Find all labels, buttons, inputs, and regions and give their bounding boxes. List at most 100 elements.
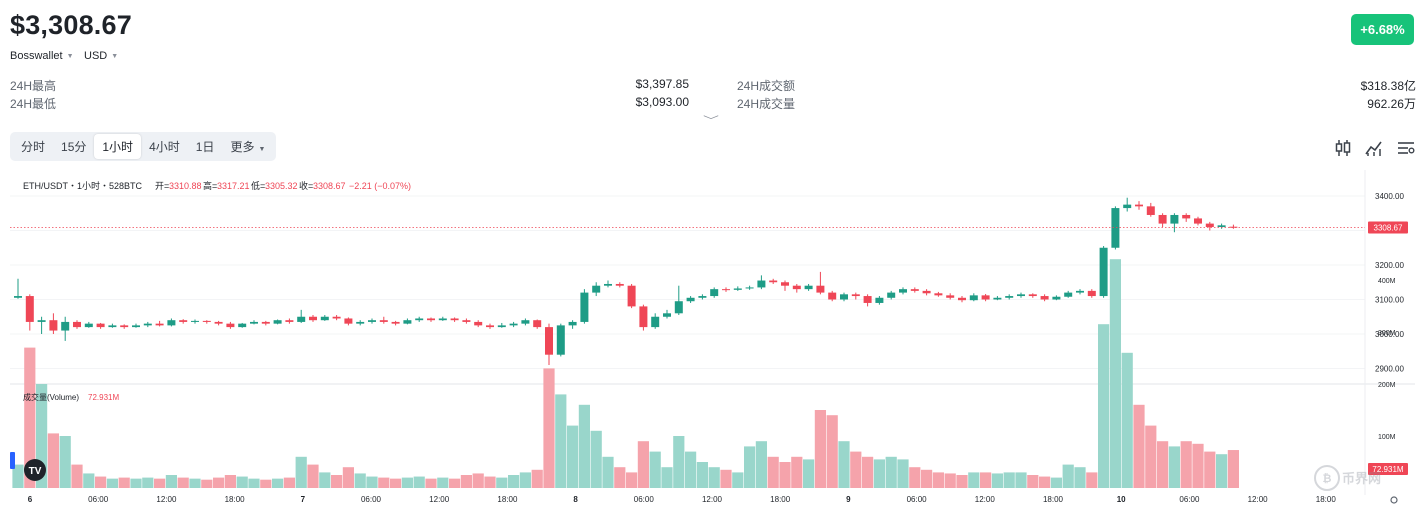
price-chart[interactable]: 3400.003300.003200.003100.003000.002900.… xyxy=(0,170,1422,505)
candle-body xyxy=(132,325,140,328)
volume-bar xyxy=(130,478,142,488)
volume-bar xyxy=(1204,451,1216,488)
time-axis-label: 12:00 xyxy=(702,495,723,504)
volume-bar xyxy=(543,368,555,488)
time-axis-label: 18:00 xyxy=(225,495,246,504)
volume-bar xyxy=(696,462,708,488)
volume-bar xyxy=(95,476,107,488)
candle-body xyxy=(710,289,719,297)
stat-value-turnover: $318.38亿 xyxy=(1360,79,1416,93)
candle-body xyxy=(875,297,884,303)
symbol-label: ETH/USDT・1小时・528BTC xyxy=(23,180,143,191)
volume-tag-bg xyxy=(1368,463,1408,475)
time-axis-label: 06:00 xyxy=(634,495,655,504)
volume-bar xyxy=(189,478,201,488)
volume-tag: 72.931M xyxy=(1368,463,1408,475)
volume-bar xyxy=(106,478,118,488)
candle-body xyxy=(427,318,435,321)
open-value: 3310.88 xyxy=(169,181,202,191)
stat-label-high: 24H最高 xyxy=(10,79,57,93)
volume-bar xyxy=(142,477,154,488)
candle-body xyxy=(73,321,81,328)
candle-body xyxy=(568,321,577,326)
volume-bar xyxy=(449,478,461,488)
volume-bar xyxy=(602,456,614,488)
chevron-down-icon: ▼ xyxy=(66,52,74,60)
candle-body xyxy=(309,316,317,321)
gear-icon[interactable] xyxy=(1390,496,1398,504)
candle-body xyxy=(769,280,778,283)
tab-1d[interactable]: 1日 xyxy=(195,140,215,154)
volume-bar xyxy=(838,441,850,488)
volume-bar xyxy=(626,472,638,488)
candle-body xyxy=(37,320,46,322)
pane-handle[interactable] xyxy=(10,452,15,469)
candle-body xyxy=(1005,296,1014,298)
volume-bar xyxy=(213,477,225,488)
settings-icon[interactable] xyxy=(1396,138,1416,158)
exchange-selector[interactable]: Bosswallet ▼ xyxy=(10,50,74,62)
candle-body xyxy=(191,320,199,322)
volume-bar xyxy=(921,469,933,488)
time-axis-label: 10 xyxy=(1117,495,1126,504)
candle-body xyxy=(1028,294,1037,297)
time-axis-label: 12:00 xyxy=(975,495,996,504)
tab-more[interactable]: 更多 ▼ xyxy=(222,134,273,159)
volume-axis: 400M 300M 200M 100M xyxy=(1378,278,1396,441)
tradingview-logo[interactable]: TV xyxy=(24,459,46,481)
volume-bar xyxy=(744,446,756,488)
candle-body xyxy=(887,292,896,298)
interval-tabs: 分时 15分 1小时 4小时 1日 更多 ▼ xyxy=(10,132,277,161)
time-axis-label: 06:00 xyxy=(361,495,382,504)
volume-bar xyxy=(685,451,697,488)
candlestick-icon[interactable] xyxy=(1333,138,1353,158)
volume-bar xyxy=(260,479,272,488)
price: $3,308.67 xyxy=(10,10,132,40)
volume-bar xyxy=(59,436,71,488)
stat-label-turnover: 24H成交额 xyxy=(737,79,796,93)
candle-body xyxy=(1087,290,1096,297)
tab-4h[interactable]: 4小时 xyxy=(149,140,180,154)
volume-bar xyxy=(1180,441,1192,488)
tab-time[interactable]: 分时 xyxy=(21,140,46,154)
tab-1h[interactable]: 1小时 xyxy=(94,134,142,159)
candle-body xyxy=(840,294,848,300)
volume-bar xyxy=(366,476,378,488)
candle-body xyxy=(910,289,919,291)
candle-body xyxy=(1229,226,1238,228)
time-axis-label: 06:00 xyxy=(907,495,928,504)
volume-bar xyxy=(118,477,130,488)
candle-body xyxy=(698,296,707,298)
volume-bar xyxy=(83,473,95,488)
candle-body xyxy=(804,285,813,290)
volume-bar xyxy=(956,475,968,488)
candle-body xyxy=(356,321,365,324)
candle-body xyxy=(1170,214,1179,224)
indicator-icon[interactable] xyxy=(1364,138,1384,158)
volume-bar xyxy=(531,469,543,488)
volume-bar xyxy=(567,425,579,488)
time-axis-label: 06:00 xyxy=(88,495,109,504)
expand-chevron-icon[interactable]: ﹀ xyxy=(703,116,719,127)
candle-body xyxy=(179,320,188,322)
watermark: ₿ 币界网 xyxy=(1314,465,1381,491)
volume-tag-text: 72.931M xyxy=(1372,465,1403,474)
volume-bar xyxy=(980,472,992,488)
volume-bar xyxy=(47,433,59,488)
volume-bar xyxy=(1050,477,1062,488)
tab-15m[interactable]: 15分 xyxy=(61,140,87,154)
candle-body xyxy=(450,318,459,321)
currency-selector[interactable]: USD ▼ xyxy=(84,50,118,62)
volume-bar xyxy=(968,472,980,488)
volume-bar xyxy=(413,476,425,488)
candle-body xyxy=(722,289,730,291)
candle-body xyxy=(781,282,789,286)
volume-bar xyxy=(1109,259,1121,488)
volume-bar xyxy=(779,462,791,488)
volume-label: 成交量(Volume) xyxy=(23,392,79,402)
candle-body xyxy=(344,318,353,324)
candle-body xyxy=(993,297,1002,300)
candle-body xyxy=(1205,223,1214,228)
candle-body xyxy=(120,325,129,328)
volume-bar xyxy=(342,467,354,488)
